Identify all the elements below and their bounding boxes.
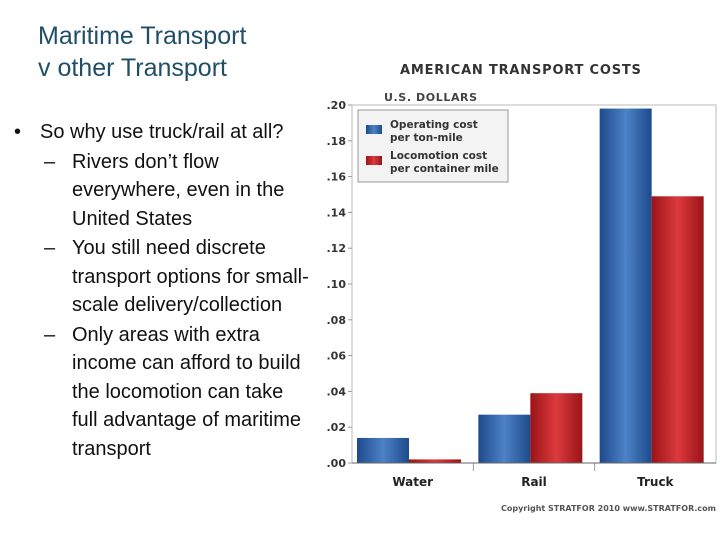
y-tick-label: .02 [327,421,347,434]
title-line-2: v other Transport [38,54,227,82]
legend-locomotion-line1: Locomotion cost [390,150,487,162]
bar-rail-locomotion [530,393,583,463]
y-axis-label: U.S. DOLLARS [384,91,478,104]
x-category-label: Rail [521,475,547,489]
y-tick-label: .04 [327,385,347,398]
y-tick-label: .10 [327,278,347,291]
chart-title: AMERICAN TRANSPORT COSTS [400,63,642,78]
y-tick-label: .08 [327,314,347,327]
sub-bullet: – Only areas with extra income can affor… [44,321,314,464]
bar-water-locomotion [409,459,461,463]
bullet-list: • So why use truck/rail at all? – Rivers… [14,118,314,463]
chart-svg: AMERICAN TRANSPORT COSTS U.S. DOLLARS .0… [327,63,717,513]
bar-truck-locomotion [651,196,704,464]
bullet-mark: • [14,121,22,143]
legend-locomotion-line2: per container mile [390,163,499,175]
sub-bullet: – You still need discrete transport opti… [44,234,314,320]
y-tick-label: .14 [327,206,347,219]
title-line-1: Maritime Transport [38,22,247,50]
legend-operating-line1: Operating cost [390,119,478,131]
sub-bullet: – Rivers don’t flow everywhere, even in … [44,148,314,234]
y-tick-label: .18 [327,135,347,148]
legend-swatch-operating [366,125,382,134]
y-tick-label: .00 [327,457,347,470]
sub-bullet-mark: – [44,323,56,346]
y-tick-label: .16 [327,171,347,184]
x-category-label: Water [392,475,433,489]
bar-truck-operating [599,108,652,463]
y-tick-label: .12 [327,242,347,255]
x-category-label: Truck [637,475,674,489]
slide-title: Maritime Transport v other Transport [38,20,328,84]
sub-bullet-mark: – [44,237,56,259]
sub-bullet-mark: – [44,150,56,173]
y-tick-label: .20 [327,99,347,112]
sub-bullet-text: Rivers don’t flow everywhere, even in th… [72,150,285,230]
sub-bullet-text: Only areas with extra income can afford … [72,323,302,460]
source-credit: Copyright STRATFOR 2010 www.STRATFOR.com [501,504,716,513]
transport-cost-chart: AMERICAN TRANSPORT COSTS U.S. DOLLARS .0… [316,55,720,520]
sub-bullet-text: You still need discrete transport option… [72,237,309,316]
legend: Operating cost per ton-mile Locomotion c… [357,109,509,183]
main-bullet: • So why use truck/rail at all? [14,118,314,147]
legend-operating-line2: per ton-mile [390,132,463,144]
legend-swatch-locomotion [366,156,382,165]
legend-box [357,109,509,183]
bar-rail-operating [478,414,531,463]
bar-water-operating [357,437,409,463]
y-tick-label: .06 [327,350,347,363]
main-bullet-text: So why use truck/rail at all? [40,121,284,143]
